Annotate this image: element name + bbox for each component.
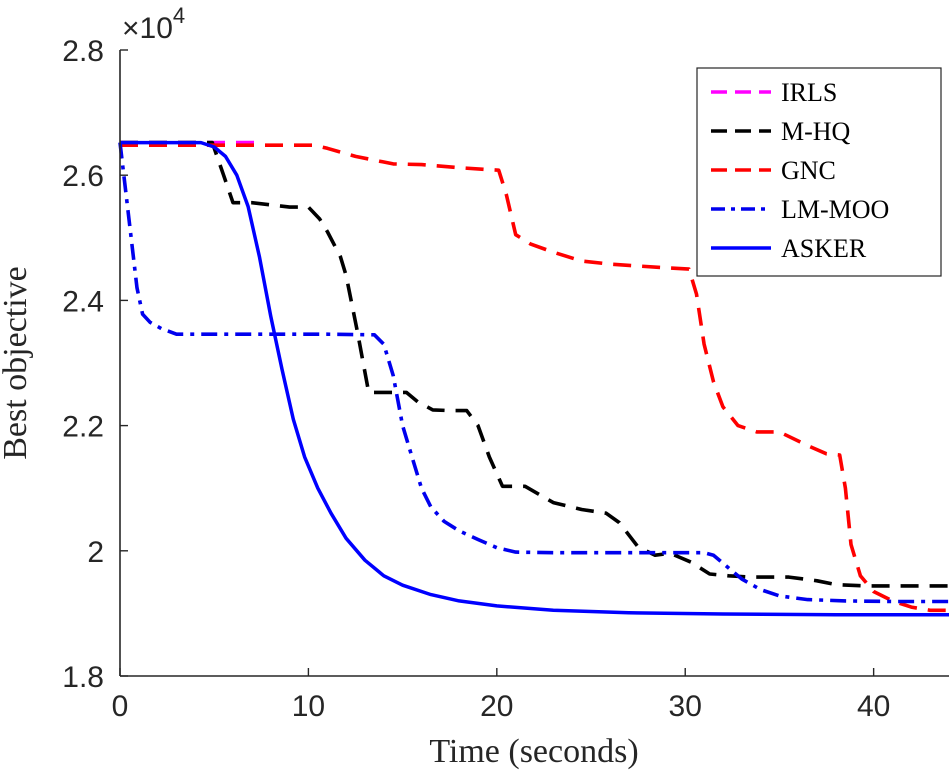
x-tick-label: 30 (669, 690, 702, 723)
x-tick-label: 10 (292, 690, 325, 723)
x-tick-label: 20 (480, 690, 513, 723)
x-axis-label: Time (seconds) (429, 733, 638, 770)
y-multiplier: ×104 (122, 3, 185, 45)
y-tick-label: 2 (87, 536, 104, 569)
y-tick-label: 1.8 (62, 661, 104, 694)
y-tick-label: 2.2 (62, 411, 104, 444)
legend-label-irls: IRLS (781, 78, 837, 107)
legend: IRLS M-HQ GNC LM-MOO ASKER (696, 67, 942, 277)
legend-box (696, 67, 942, 277)
legend-label-gnc: GNC (781, 156, 836, 185)
ticks-layer: 0 10 20 30 40 1.8 2 2.2 2.4 2.6 2.8 (62, 35, 890, 723)
y-tick-label: 2.8 (62, 35, 104, 68)
legend-label-asker: ASKER (781, 234, 867, 263)
x-tick-label: 40 (857, 690, 890, 723)
y-axis-label: Best objective (0, 266, 34, 460)
y-tick-label: 2.6 (62, 160, 104, 193)
series-line-gnc (120, 143, 949, 613)
legend-label-m-hq: M-HQ (781, 117, 851, 146)
legend-label-lm-moo: LM-MOO (781, 195, 889, 224)
y-tick-label: 2.4 (62, 285, 104, 318)
series-layer (118, 140, 949, 617)
series-line-m-hq (120, 140, 949, 588)
series-line-asker (120, 140, 949, 617)
y-multiplier-base: ×10 (122, 12, 173, 45)
series-line-lm-moo (118, 142, 949, 604)
x-tick-label: 0 (112, 690, 129, 723)
y-multiplier-exponent: 4 (173, 3, 185, 28)
